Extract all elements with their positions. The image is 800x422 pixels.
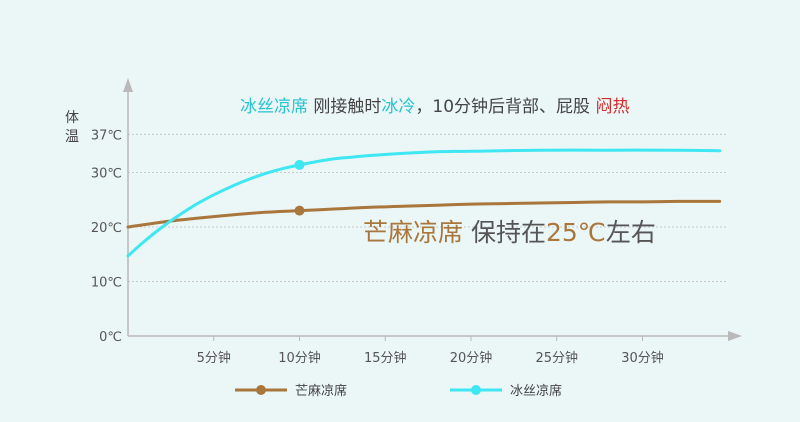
- x-tick-label: 10分钟: [278, 350, 321, 366]
- legend-marker: [471, 385, 481, 395]
- annotation-segment: 芒麻凉席: [363, 218, 463, 247]
- data-point-ramie-mat: [294, 205, 305, 216]
- x-tick-label: 15分钟: [364, 350, 407, 366]
- y-tick-label: 0℃: [99, 330, 122, 345]
- annotation-segment: 闷热: [595, 97, 629, 117]
- y-axis-title-char: 温: [65, 129, 79, 145]
- legend-label: 芒麻凉席: [295, 383, 347, 399]
- y-axis-arrow: [123, 78, 133, 92]
- x-axis-arrow: [728, 331, 742, 341]
- annotation-ice-silk: 冰丝凉席 刚接触时冰冷，10分钟后背部、屁股 闷热: [240, 97, 629, 117]
- x-tick-label: 25分钟: [535, 350, 578, 366]
- data-point-ice-silk-mat: [294, 159, 305, 170]
- x-tick-label: 30分钟: [621, 350, 664, 366]
- annotation-segment: 刚接触时: [308, 97, 381, 117]
- legend-marker: [256, 385, 266, 395]
- y-tick-label: 10℃: [91, 276, 122, 291]
- y-tick-label: 20℃: [91, 221, 122, 236]
- annotation-segment: 左右: [606, 218, 656, 247]
- annotation-segment: 保持在: [463, 218, 546, 247]
- y-axis-title-char: 体: [65, 110, 79, 126]
- legend-label: 冰丝凉席: [510, 383, 562, 399]
- x-tick-label: 5分钟: [197, 350, 231, 366]
- x-tick-label: 20分钟: [450, 350, 493, 366]
- annotation-segment: 冰冷: [381, 97, 415, 117]
- y-tick-label: 30℃: [91, 167, 122, 182]
- y-tick-label: 37℃: [91, 128, 122, 143]
- series-line-ice-silk-mat: [126, 148, 722, 258]
- annotation-segment: ，10分钟后背部、屁股: [415, 97, 595, 117]
- annotation-segment: 25℃: [546, 218, 606, 247]
- annotation-ramie: 芒麻凉席 保持在25℃左右: [363, 218, 656, 247]
- series-line-ramie-mat: [126, 199, 722, 229]
- annotation-segment: 冰丝凉席: [240, 97, 308, 117]
